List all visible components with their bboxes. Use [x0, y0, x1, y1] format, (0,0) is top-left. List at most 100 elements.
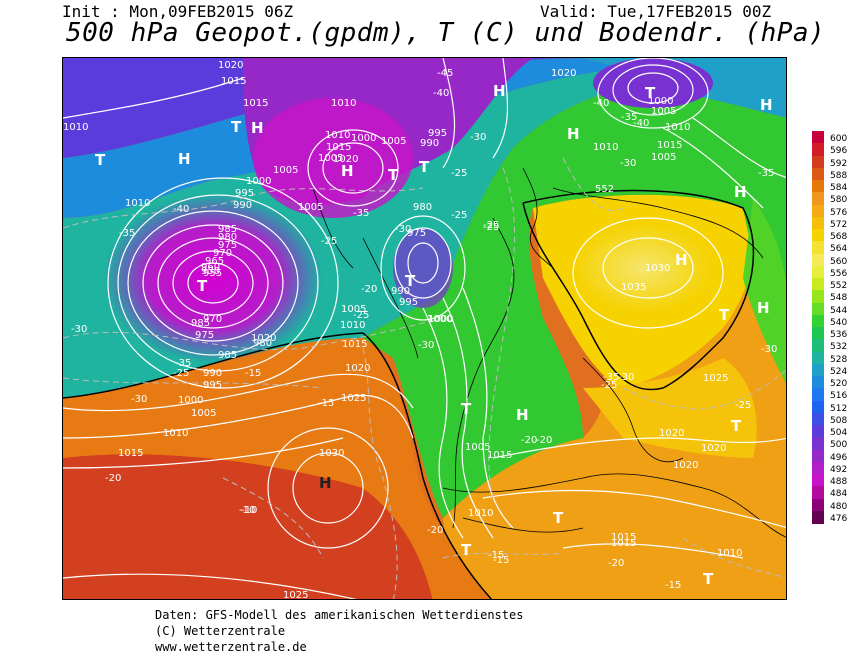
- temperature-label: -25: [451, 210, 467, 221]
- pressure-label: 985: [191, 318, 210, 329]
- temperature-label: -20: [361, 284, 377, 295]
- legend-tick-label: 532: [830, 342, 848, 353]
- low-marker: T: [231, 118, 242, 136]
- pressure-label: 1010: [468, 508, 493, 519]
- pressure-label: 1005: [318, 153, 343, 164]
- high-marker: H: [760, 96, 773, 114]
- legend-tick-label: 476: [830, 513, 848, 524]
- legend-color-segment: [812, 388, 824, 402]
- legend-color-segment: [812, 314, 824, 328]
- low-marker: T: [645, 84, 656, 102]
- legend-color-segment: [812, 400, 824, 414]
- legend-color-segment: [812, 229, 824, 242]
- pressure-label: 1000: [428, 314, 453, 325]
- legend-color-segment: [812, 437, 824, 451]
- pressure-label: 980: [253, 338, 272, 349]
- pressure-label: 1020: [218, 60, 243, 71]
- pressure-label: 1010: [63, 122, 88, 133]
- pressure-label: 1015: [118, 448, 143, 459]
- violet-fill: [63, 58, 583, 158]
- legend-color-segment: [812, 486, 824, 500]
- pressure-label: 1015: [611, 532, 636, 543]
- legend-tick-label: 512: [830, 403, 848, 414]
- legend-tick-label: 488: [830, 477, 848, 487]
- pressure-label: 1025: [703, 373, 728, 384]
- legend-tick-label: 596: [830, 146, 848, 157]
- temperature-labels: -45 -40 -40 -35 -30 -25 -35 -40 -30 -25 …: [71, 68, 777, 591]
- legend-color-segment: [812, 363, 824, 377]
- legend-color-segment: [812, 265, 824, 279]
- valid-time: Valid: Tue,17FEB2015 00Z: [540, 2, 772, 21]
- temperature-label: -15: [318, 398, 334, 409]
- high-marker: H: [341, 162, 354, 180]
- temperature-label: -30: [71, 324, 87, 335]
- legend-tick-label: 496: [830, 452, 848, 463]
- contour-552-west: [63, 332, 493, 599]
- temperature-label: -25: [173, 368, 189, 379]
- legend-color-segment: [812, 241, 824, 255]
- pressure-label: 1025: [341, 393, 366, 404]
- legend-color-segment: [812, 327, 824, 340]
- pressure-label: 1015: [611, 538, 636, 549]
- legend-tick-label: 576: [830, 207, 848, 218]
- pressure-label: 955: [203, 268, 222, 279]
- pressure-label: 1020: [333, 154, 358, 165]
- temperature-label: -30: [761, 344, 777, 355]
- legend-color-segment: [812, 449, 824, 463]
- pressure-label: 1005: [651, 106, 676, 117]
- pressure-label: 970: [203, 314, 222, 325]
- temperature-label: -40: [433, 88, 449, 99]
- low-marker: T: [553, 509, 564, 527]
- pressure-label: 985: [218, 350, 237, 361]
- legend-tick-label: 484: [830, 489, 848, 500]
- temperature-label: -15: [488, 550, 504, 561]
- legend-tick-label: 588: [830, 170, 848, 181]
- legend-tick-label: 520: [830, 379, 848, 389]
- pressure-label: 995: [428, 128, 447, 139]
- pressure-label: 1030: [319, 448, 344, 459]
- pressure-label: 990: [233, 200, 252, 211]
- legend-tick-label: 500: [830, 440, 848, 451]
- legend-color-segment: [812, 302, 824, 316]
- legend-color-segment: [812, 155, 824, 169]
- pressure-label: 1015: [487, 450, 512, 461]
- legend-color-segment: [812, 498, 824, 512]
- temperature-label: -25: [321, 236, 337, 247]
- temperature-label: -30: [131, 394, 147, 405]
- pressure-label: 1010: [325, 130, 350, 141]
- pressure-labels: 1020 1015 1015 1010 1010 1005 1005 1010 …: [63, 60, 742, 599]
- legend-tick-label: 524: [830, 366, 848, 377]
- pressure-label: 1020: [659, 428, 684, 439]
- temperature-label: -20: [521, 435, 537, 446]
- legend-color-segment: [812, 461, 824, 475]
- legend-color-segment: [812, 412, 824, 426]
- pressure-label: 1030: [645, 263, 670, 274]
- pressure-label: 980: [413, 202, 432, 213]
- pressure-label: 950: [201, 266, 220, 277]
- pressure-label: 1015: [342, 339, 367, 350]
- temperature-label: -40: [593, 98, 609, 109]
- legend-color-segment: [812, 167, 824, 181]
- temperature-label: -30: [620, 158, 636, 169]
- low-marker: T: [95, 151, 106, 169]
- pressure-label: 975: [407, 228, 426, 239]
- legend-color-segment: [812, 290, 824, 304]
- legend-tick-label: 536: [830, 330, 848, 340]
- legend-tick-label: 584: [830, 183, 848, 193]
- pressure-label: 1005: [298, 202, 323, 213]
- pressure-label: 1010: [125, 198, 150, 209]
- pressure-label: 1005: [341, 304, 366, 315]
- temperature-label: -25: [601, 380, 617, 391]
- pressure-label: 1020: [673, 460, 698, 471]
- legend-tick-label: 544: [830, 305, 848, 316]
- pressure-label: 1020: [251, 333, 276, 344]
- high-marker: H: [178, 150, 191, 168]
- pressure-label: 965: [205, 256, 224, 267]
- azores-high-marker: H: [319, 474, 332, 492]
- legend-color-segment: [812, 278, 824, 291]
- temperature-label: -15: [665, 580, 681, 591]
- pressure-label: 1010: [331, 98, 356, 109]
- footer-url[interactable]: www.wetterzentrale.de: [155, 640, 307, 654]
- pressure-label: 1005: [651, 152, 676, 163]
- legend-color-segment: [812, 474, 824, 487]
